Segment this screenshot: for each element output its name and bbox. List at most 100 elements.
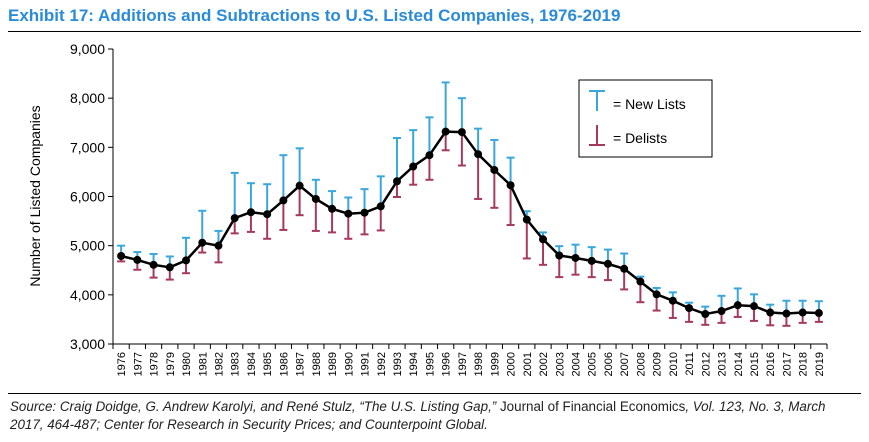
data-point (717, 307, 726, 316)
x-tick-label: 2006 (603, 352, 615, 376)
new-lists-whisker (490, 138, 499, 170)
data-point (506, 181, 515, 190)
data-point (701, 310, 710, 319)
x-tick-label: 1992 (376, 352, 388, 376)
x-tick-label: 1983 (230, 352, 242, 376)
data-point (360, 208, 369, 217)
delists-whisker (522, 219, 531, 260)
new-lists-whisker (392, 136, 401, 182)
x-tick-label: 1985 (262, 352, 274, 376)
y-tick-label: 4,000 (70, 287, 105, 303)
data-point (814, 309, 823, 318)
data-point (117, 251, 126, 260)
y-tick-label: 7,000 (70, 139, 105, 155)
x-tick-labels: 1976 1977 1978 1979 1980 1981 1982 1983 1984 1985… (116, 352, 826, 376)
new-lists-whisker (230, 171, 239, 219)
delists-whisker (279, 200, 288, 231)
data-point (344, 209, 353, 218)
data-point (230, 214, 239, 223)
chart: 3,000 4,000 5,000 6,000 7,000 8,000 9,000 1976… (27, 41, 828, 376)
new-lists-whisker (295, 147, 304, 186)
data-point (539, 235, 548, 244)
delists-whisker (457, 132, 466, 167)
x-tick-label: 2017 (781, 352, 793, 376)
new-lists-whisker (409, 129, 418, 167)
x-tick-label: 2015 (749, 352, 761, 376)
data-point (522, 215, 531, 224)
y-tick-labels: 3,000 4,000 5,000 6,000 7,000 8,000 9,000 (70, 41, 105, 352)
data-point (490, 165, 499, 174)
delists-whisker (506, 185, 515, 227)
x-tick-label: 1986 (278, 352, 290, 376)
data-point (457, 128, 466, 137)
x-tick-label: 2005 (587, 352, 599, 376)
legend-new-lists-label: = New Lists (613, 96, 686, 112)
whiskers (117, 81, 823, 327)
data-point (133, 255, 142, 264)
x-tick-label: 1994 (408, 352, 420, 376)
data-point (571, 253, 580, 262)
source-text-2: , Vol. 123, No. 3, March 2017, 464-487; … (10, 399, 826, 432)
data-point (198, 238, 207, 247)
x-tick-label: 2003 (554, 352, 566, 376)
source-divider (8, 393, 861, 394)
x-tick-label: 1996 (441, 352, 453, 376)
x-tick-label: 1980 (181, 352, 193, 376)
source-journal: Journal of Financial Economics (499, 399, 686, 414)
y-tick-label: 5,000 (70, 238, 105, 254)
delists-whisker (344, 213, 353, 240)
data-point (474, 150, 483, 159)
data-point (425, 151, 434, 160)
new-lists-whisker (457, 97, 466, 133)
x-tick-label: 2019 (814, 352, 826, 376)
x-tick-label: 2000 (506, 352, 518, 376)
data-point (766, 308, 775, 317)
x-tick-label: 2013 (717, 352, 729, 376)
new-lists-whisker (198, 209, 207, 243)
x-tick-label: 1990 (343, 352, 355, 376)
data-point (636, 277, 645, 286)
data-point (733, 301, 742, 310)
x-tick-label: 1989 (327, 352, 339, 376)
new-lists-whisker (474, 127, 483, 155)
y-tick-label: 6,000 (70, 189, 105, 205)
source-text-1: Source: Craig Doidge, G. Andrew Karolyi,… (10, 399, 500, 414)
y-axis-label: Number of Listed Companies (27, 105, 43, 286)
data-point (668, 296, 677, 305)
delists-whisker (425, 155, 434, 181)
x-tick-label: 2009 (652, 352, 664, 376)
new-lists-whisker (425, 116, 434, 156)
data-point (214, 241, 223, 250)
series-line (120, 130, 819, 316)
x-tick-label: 1993 (392, 352, 404, 376)
delists-legend-icon (589, 125, 605, 146)
new-lists-whisker (246, 182, 255, 213)
x-tick-label: 2012 (700, 352, 712, 376)
data-point (652, 290, 661, 299)
x-tick-label: 1998 (473, 352, 485, 376)
x-tick-label: 2010 (668, 352, 680, 376)
x-tick-label: 1991 (360, 352, 372, 376)
delists-whisker (474, 154, 483, 200)
x-tick-label: 2007 (619, 352, 631, 376)
x-tick-label: 1976 (116, 352, 128, 376)
x-tick-label: 1977 (132, 352, 144, 376)
x-tick-label: 1982 (213, 352, 225, 376)
delists-whisker (376, 206, 385, 232)
x-tick-label: 2002 (538, 352, 550, 376)
y-tick-label: 9,000 (70, 41, 105, 57)
y-tick-label: 3,000 (70, 336, 105, 352)
legend-delists-label: = Delists (613, 130, 667, 146)
data-point (279, 196, 288, 205)
x-tick-label: 2008 (635, 352, 647, 376)
listed-companies-line (120, 130, 819, 316)
data-point (182, 256, 191, 265)
data-point (149, 260, 158, 269)
delists-whisker (539, 239, 548, 266)
x-tick-label: 1999 (489, 352, 501, 376)
x-tick-label: 1984 (246, 352, 258, 376)
data-point (782, 309, 791, 318)
data-point (165, 263, 174, 272)
data-point (798, 308, 807, 317)
data-point (328, 204, 337, 213)
